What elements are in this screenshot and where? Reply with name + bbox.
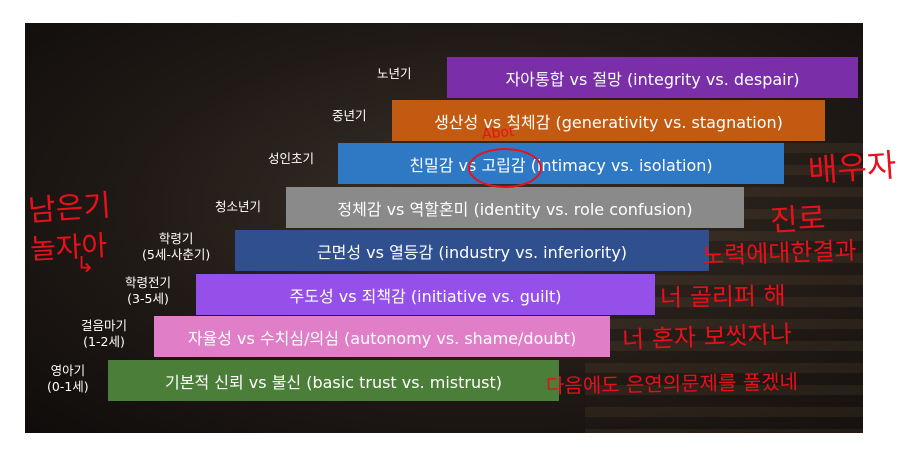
stage-label-age: (1-2세) [83,334,125,349]
bar-text: 자율성 vs 수치심/의심 (autonomy vs. shame/doubt) [187,328,577,348]
stage-label-text: 학령기 [158,231,194,246]
handwritten-note-right-4: 너 골리퍼 해 [659,281,786,312]
bar-text: 정체감 vs 역할혼미 (identity vs. role confusion… [337,199,693,219]
bar-industry-vs-inferiority: 근면성 vs 열등감 (industry vs. inferiority) [235,230,709,271]
stage-label-text: 학령전기 [125,275,172,290]
bar-text: 근면성 vs 열등감 (industry vs. inferiority) [316,242,628,262]
bar-text: 자아통합 vs 절망 (integrity vs. despair) [505,69,800,89]
bar-autonomy-vs-shame: 자율성 vs 수치심/의심 (autonomy vs. shame/doubt) [154,316,610,357]
handwritten-note-above: Abot [481,123,516,143]
stage-label-text: 영아기 [50,363,86,378]
stage-label-young-adult: 성인초기 [268,151,314,167]
handwritten-note-right-1: 배우자 [806,145,898,190]
stage-label-middle-age: 중년기 [332,108,367,124]
stage-label-age: (5세-사춘기) [142,247,211,262]
bar-initiative-vs-guilt: 주도성 vs 죄책감 (initiative vs. guilt) [196,274,655,315]
stage-label-adolescence: 청소년기 [215,199,261,215]
bar-trust-vs-mistrust: 기본적 신뢰 vs 불신 (basic trust vs. mistrust) [108,360,559,401]
handwritten-note-right-6: 다음에도 은연의문제를 풀겠네 [545,369,799,398]
stage-label-text: 걸음마기 [81,318,128,333]
stage-label-text: 중년기 [332,108,367,123]
handwritten-note-left-2: 놀자아 [29,228,109,266]
handwritten-circle [468,148,542,188]
erikson-stages-diagram: 노년기 자아통합 vs 절망 (integrity vs. despair) 중… [25,23,863,433]
stage-label-text: 노년기 [377,66,412,81]
stage-label-school-age: 학령기 (5세-사춘기) [142,231,210,263]
handwritten-note-right-5: 너 혼자 보씻자나 [621,320,793,354]
stage-label-age: (0-1세) [47,379,89,394]
handwritten-note-left-1: 남은기 [27,188,113,229]
handwritten-note-right-3: 노력에대한결과 [701,236,858,270]
bar-text: 생산성 vs 침체감 (generativity vs. stagnation) [434,112,783,132]
bar-text: 친밀감 vs 고립감 (intimacy vs. isolation) [409,155,713,175]
bar-integrity-vs-despair: 자아통합 vs 절망 (integrity vs. despair) [447,57,858,98]
handwritten-arrow: ↳ [76,253,95,278]
stage-label-age: (3-5세) [127,291,169,306]
bar-generativity-vs-stagnation: 생산성 vs 침체감 (generativity vs. stagnation) [392,100,825,141]
stage-label-text: 청소년기 [215,199,262,214]
bar-text: 주도성 vs 죄책감 (initiative vs. guilt) [289,286,562,306]
bar-intimacy-vs-isolation: 친밀감 vs 고립감 (intimacy vs. isolation) [338,143,784,184]
stage-label-old-age: 노년기 [377,66,412,82]
stage-label-infancy: 영아기 (0-1세) [47,363,89,395]
bar-text: 기본적 신뢰 vs 불신 (basic trust vs. mistrust) [165,372,502,392]
stage-label-text: 성인초기 [268,151,315,166]
stage-label-preschool: 학령전기 (3-5세) [125,275,171,307]
stage-label-toddler: 걸음마기 (1-2세) [81,318,127,350]
bar-identity-vs-role-confusion: 정체감 vs 역할혼미 (identity vs. role confusion… [286,187,744,228]
